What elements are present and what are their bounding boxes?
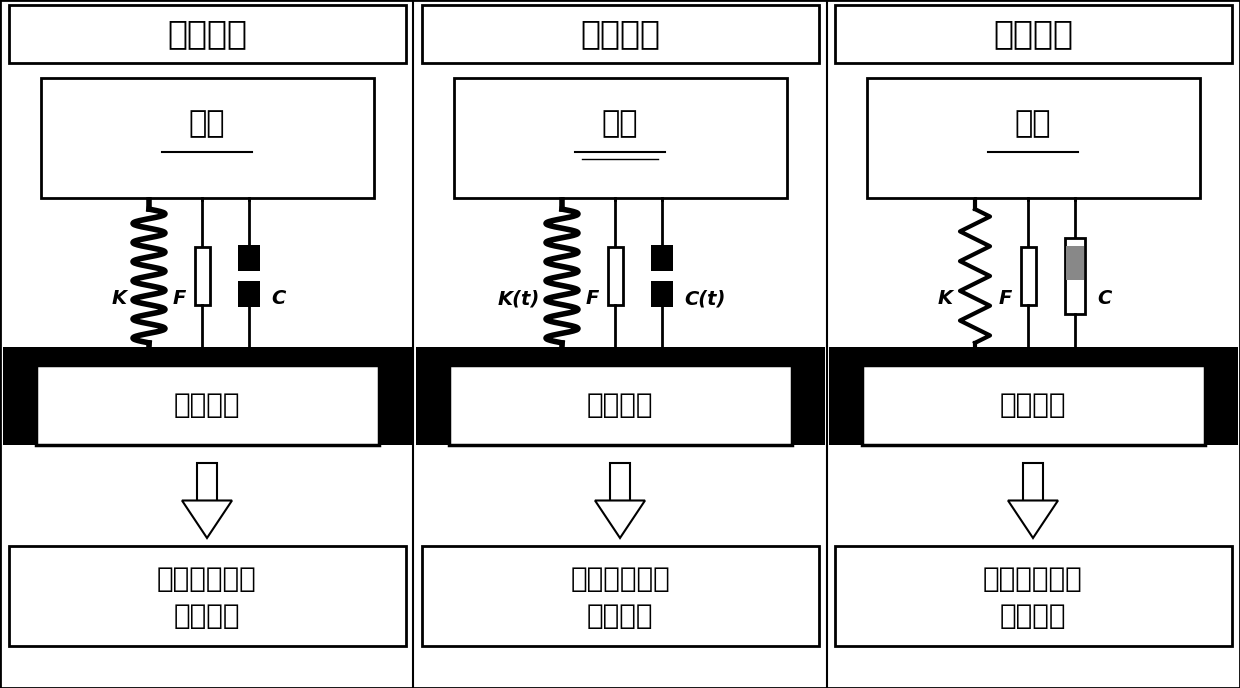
Bar bbox=[867, 78, 1199, 198]
Bar bbox=[651, 281, 673, 307]
Text: 分离控制: 分离控制 bbox=[999, 602, 1066, 630]
Bar bbox=[1065, 238, 1085, 314]
Text: F: F bbox=[585, 289, 599, 308]
Text: 聚合控制: 聚合控制 bbox=[174, 602, 241, 630]
Bar bbox=[197, 463, 217, 500]
Bar bbox=[9, 546, 405, 646]
Bar bbox=[651, 245, 673, 270]
Text: 主动推扫: 主动推扫 bbox=[580, 17, 660, 50]
Bar bbox=[830, 347, 1238, 445]
Text: 载荷: 载荷 bbox=[1014, 109, 1052, 138]
Text: 低刚度弱阻尼: 低刚度弱阻尼 bbox=[983, 565, 1083, 593]
Text: C(t): C(t) bbox=[684, 289, 725, 308]
Text: C: C bbox=[272, 289, 285, 308]
Bar bbox=[1023, 463, 1043, 500]
Bar bbox=[454, 78, 786, 198]
Text: 载荷: 载荷 bbox=[601, 109, 639, 138]
Text: C: C bbox=[1097, 289, 1111, 308]
Text: F: F bbox=[172, 289, 186, 308]
Bar bbox=[238, 281, 260, 307]
Bar bbox=[449, 365, 791, 445]
Text: K(t): K(t) bbox=[497, 289, 539, 308]
Bar bbox=[36, 365, 378, 445]
Text: F: F bbox=[998, 289, 1012, 308]
Bar bbox=[9, 5, 405, 63]
Text: 载荷: 载荷 bbox=[188, 109, 226, 138]
Bar bbox=[1066, 246, 1084, 280]
Polygon shape bbox=[1008, 500, 1058, 538]
Bar bbox=[1021, 247, 1035, 305]
Bar bbox=[862, 365, 1204, 445]
Bar bbox=[835, 546, 1233, 646]
Bar bbox=[415, 347, 825, 445]
Bar bbox=[610, 463, 630, 500]
Text: 卫星平台: 卫星平台 bbox=[587, 391, 653, 419]
Text: 高刚度强阻尼: 高刚度强阻尼 bbox=[157, 565, 257, 593]
Bar bbox=[608, 247, 622, 305]
Text: 变刚度变阻尼: 变刚度变阻尼 bbox=[570, 565, 670, 593]
Polygon shape bbox=[182, 500, 232, 538]
Bar bbox=[2, 347, 412, 445]
Bar bbox=[238, 245, 260, 270]
Text: K: K bbox=[937, 289, 954, 308]
Bar bbox=[422, 546, 818, 646]
Text: 协调控制: 协调控制 bbox=[587, 602, 653, 630]
Bar bbox=[195, 247, 210, 305]
Text: 卫星平台: 卫星平台 bbox=[999, 391, 1066, 419]
Text: K: K bbox=[112, 289, 126, 308]
Text: 被动推扫: 被动推扫 bbox=[993, 17, 1073, 50]
Polygon shape bbox=[595, 500, 645, 538]
Bar bbox=[422, 5, 818, 63]
Text: 卫星平台: 卫星平台 bbox=[174, 391, 241, 419]
Bar bbox=[41, 78, 373, 198]
Text: 快速机动: 快速机动 bbox=[167, 17, 247, 50]
Bar bbox=[835, 5, 1233, 63]
